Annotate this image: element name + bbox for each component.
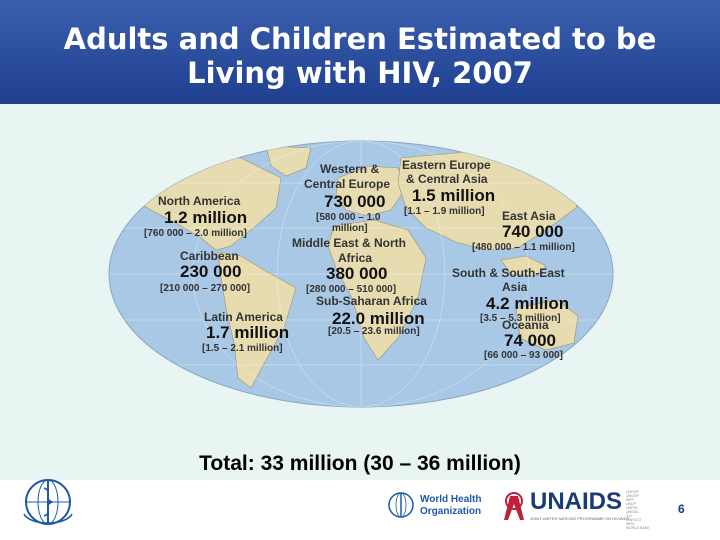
red-ribbon-icon	[504, 492, 524, 520]
region-western-central-europe-name-line2: Central Europe	[304, 177, 391, 191]
region-middle-east-name-line2: Africa	[338, 251, 373, 265]
region-east-asia-value: 740 000	[502, 222, 564, 241]
region-north-america-name: North America	[158, 194, 241, 208]
region-sub-saharan-name: Sub-Saharan Africa	[316, 294, 427, 308]
land-africa	[327, 219, 427, 361]
unaids-cosponsors: UNHCR UNICEF WFP UNDP UNFPA UNODC ILO UN…	[626, 490, 650, 530]
land-australia	[515, 299, 579, 351]
region-caribbean-range: [210 000 – 270 000]	[160, 283, 251, 294]
title-bar: Adults and Children Estimated to be Livi…	[0, 0, 720, 104]
region-latin-america-value: 1.7 million	[206, 323, 290, 342]
page-number: 6	[678, 502, 685, 516]
region-oceania-name: Oceania	[502, 318, 549, 332]
region-latin-america-name: Latin America	[204, 310, 283, 324]
region-western-central-europe-range-line2: million]	[332, 223, 368, 234]
who-emblem-icon	[23, 479, 73, 525]
region-caribbean-value: 230 000	[180, 262, 242, 281]
region-oceania-value: 74 000	[504, 331, 556, 350]
land-southeast-asia	[500, 255, 547, 277]
region-sub-saharan-value: 22.0 million	[332, 309, 425, 328]
region-north-america-range: [760 000 – 2.0 million]	[144, 228, 247, 239]
land-greenland	[265, 145, 312, 177]
region-western-central-europe-value: 730 000	[324, 192, 386, 211]
region-caribbean-name: Caribbean	[180, 249, 239, 263]
region-western-central-europe-range-line1: [580 000 – 1.0	[316, 212, 381, 223]
region-south-east-asia-name-line1: South & South-East	[452, 266, 565, 280]
region-south-east-asia-value: 4.2 million	[486, 294, 570, 313]
region-eastern-europe-range: [1.1 – 1.9 million]	[404, 206, 485, 217]
region-east-asia-range: [480 000 – 1.1 million]	[472, 242, 575, 253]
region-latin-america-range: [1.5 – 2.1 million]	[202, 343, 283, 354]
unaids-logo: UNAIDS	[530, 488, 623, 515]
region-sub-saharan-range: [20.5 – 23.6 million]	[328, 326, 420, 337]
region-south-east-asia-name-line2: Asia	[502, 280, 528, 294]
region-middle-east-name-line1: Middle East & North	[292, 236, 407, 250]
region-east-asia-name: East Asia	[502, 209, 556, 223]
region-north-america-value: 1.2 million	[164, 208, 248, 227]
region-eastern-europe-name-line1: Eastern Europe	[402, 158, 491, 172]
region-eastern-europe-name-line2: & Central Asia	[406, 172, 488, 186]
region-middle-east-range: [280 000 – 510 000]	[306, 284, 397, 295]
region-western-central-europe-name-line1: Western &	[320, 162, 380, 176]
region-south-east-asia-range: [3.5 – 5.3 million]	[480, 313, 561, 324]
region-middle-east-value: 380 000	[326, 264, 388, 283]
footer	[0, 480, 720, 540]
land-europe	[335, 165, 407, 217]
unaids-subtitle: JOINT UNITED NATIONS PROGRAMME ON HIV/AI…	[530, 516, 630, 521]
who-logo-icon	[388, 492, 414, 518]
world-map	[108, 140, 614, 408]
total-estimate: Total: 33 million (30 – 36 million)	[199, 452, 521, 475]
region-oceania-range: [66 000 – 93 000]	[484, 350, 563, 361]
who-name: World Health Organization	[420, 494, 482, 517]
region-eastern-europe-value: 1.5 million	[412, 186, 496, 205]
slide-title: Adults and Children Estimated to be Livi…	[63, 22, 657, 90]
